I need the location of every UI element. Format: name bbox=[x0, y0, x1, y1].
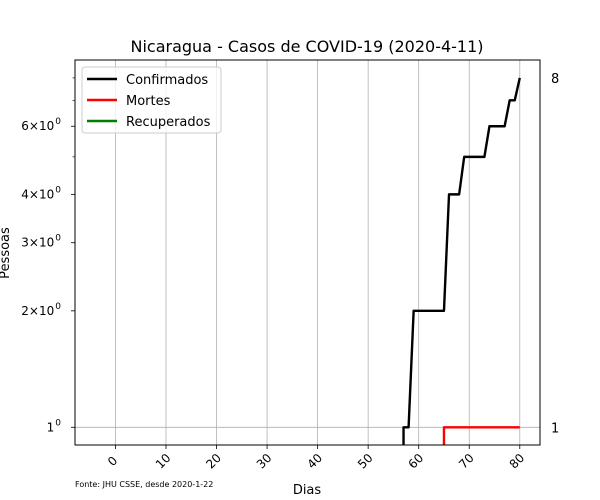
y-tick-label-4: 4×100 bbox=[21, 185, 61, 201]
legend-label-confirmados: Confirmados bbox=[126, 73, 208, 88]
x-tick-label-70: 70 bbox=[456, 451, 477, 472]
y-axis-label: Pessoas bbox=[0, 227, 13, 279]
series-line-confirmados bbox=[402, 77, 521, 445]
plot-frame bbox=[74, 59, 541, 446]
y-tick-exponent-2: 0 bbox=[55, 302, 61, 312]
y-tick-exponent-6: 0 bbox=[55, 117, 61, 127]
legend: Confirmados Mortes Recuperados bbox=[81, 66, 222, 134]
y-axis: 10 2×100 3×100 4×100 6×100 bbox=[21, 77, 75, 434]
legend-label-recuperados: Recuperados bbox=[126, 115, 211, 130]
series-layer bbox=[402, 77, 521, 445]
x-tick-label-80: 80 bbox=[507, 451, 528, 472]
y-tick-label-1: 10 bbox=[47, 418, 62, 434]
end-label-1: 1 bbox=[551, 421, 559, 436]
x-tick-label-40: 40 bbox=[304, 451, 325, 472]
series-line-mortes bbox=[442, 426, 520, 445]
x-tick-label-50: 50 bbox=[355, 451, 376, 472]
source-note: Fonte: JHU CSSE, desde 2020-1-22 bbox=[75, 480, 213, 489]
legend-label-mortes: Mortes bbox=[126, 94, 171, 109]
end-label-8: 8 bbox=[551, 72, 559, 87]
y-tick-exponent-3: 0 bbox=[55, 234, 61, 244]
y-tick-label-2: 2×100 bbox=[21, 302, 61, 318]
legend-box bbox=[81, 66, 222, 134]
end-labels: 81 bbox=[551, 72, 559, 436]
y-tick-label-3: 3×100 bbox=[21, 234, 61, 250]
x-tick-label-60: 60 bbox=[406, 451, 427, 472]
x-tick-label-0: 0 bbox=[105, 454, 120, 469]
y-tick-exponent-1: 0 bbox=[55, 418, 61, 428]
chart-title: Nicaragua - Casos de COVID-19 (2020-4-11… bbox=[130, 37, 483, 56]
y-tick-label-6: 6×100 bbox=[21, 117, 61, 133]
x-tick-label-10: 10 bbox=[153, 451, 174, 472]
y-tick-exponent-4: 0 bbox=[55, 185, 61, 195]
x-tick-label-20: 20 bbox=[203, 451, 224, 472]
x-axis-label: Dias bbox=[293, 483, 322, 498]
x-axis: 0 10 20 30 40 50 60 70 80 bbox=[105, 445, 527, 472]
x-tick-label-30: 30 bbox=[254, 451, 275, 472]
